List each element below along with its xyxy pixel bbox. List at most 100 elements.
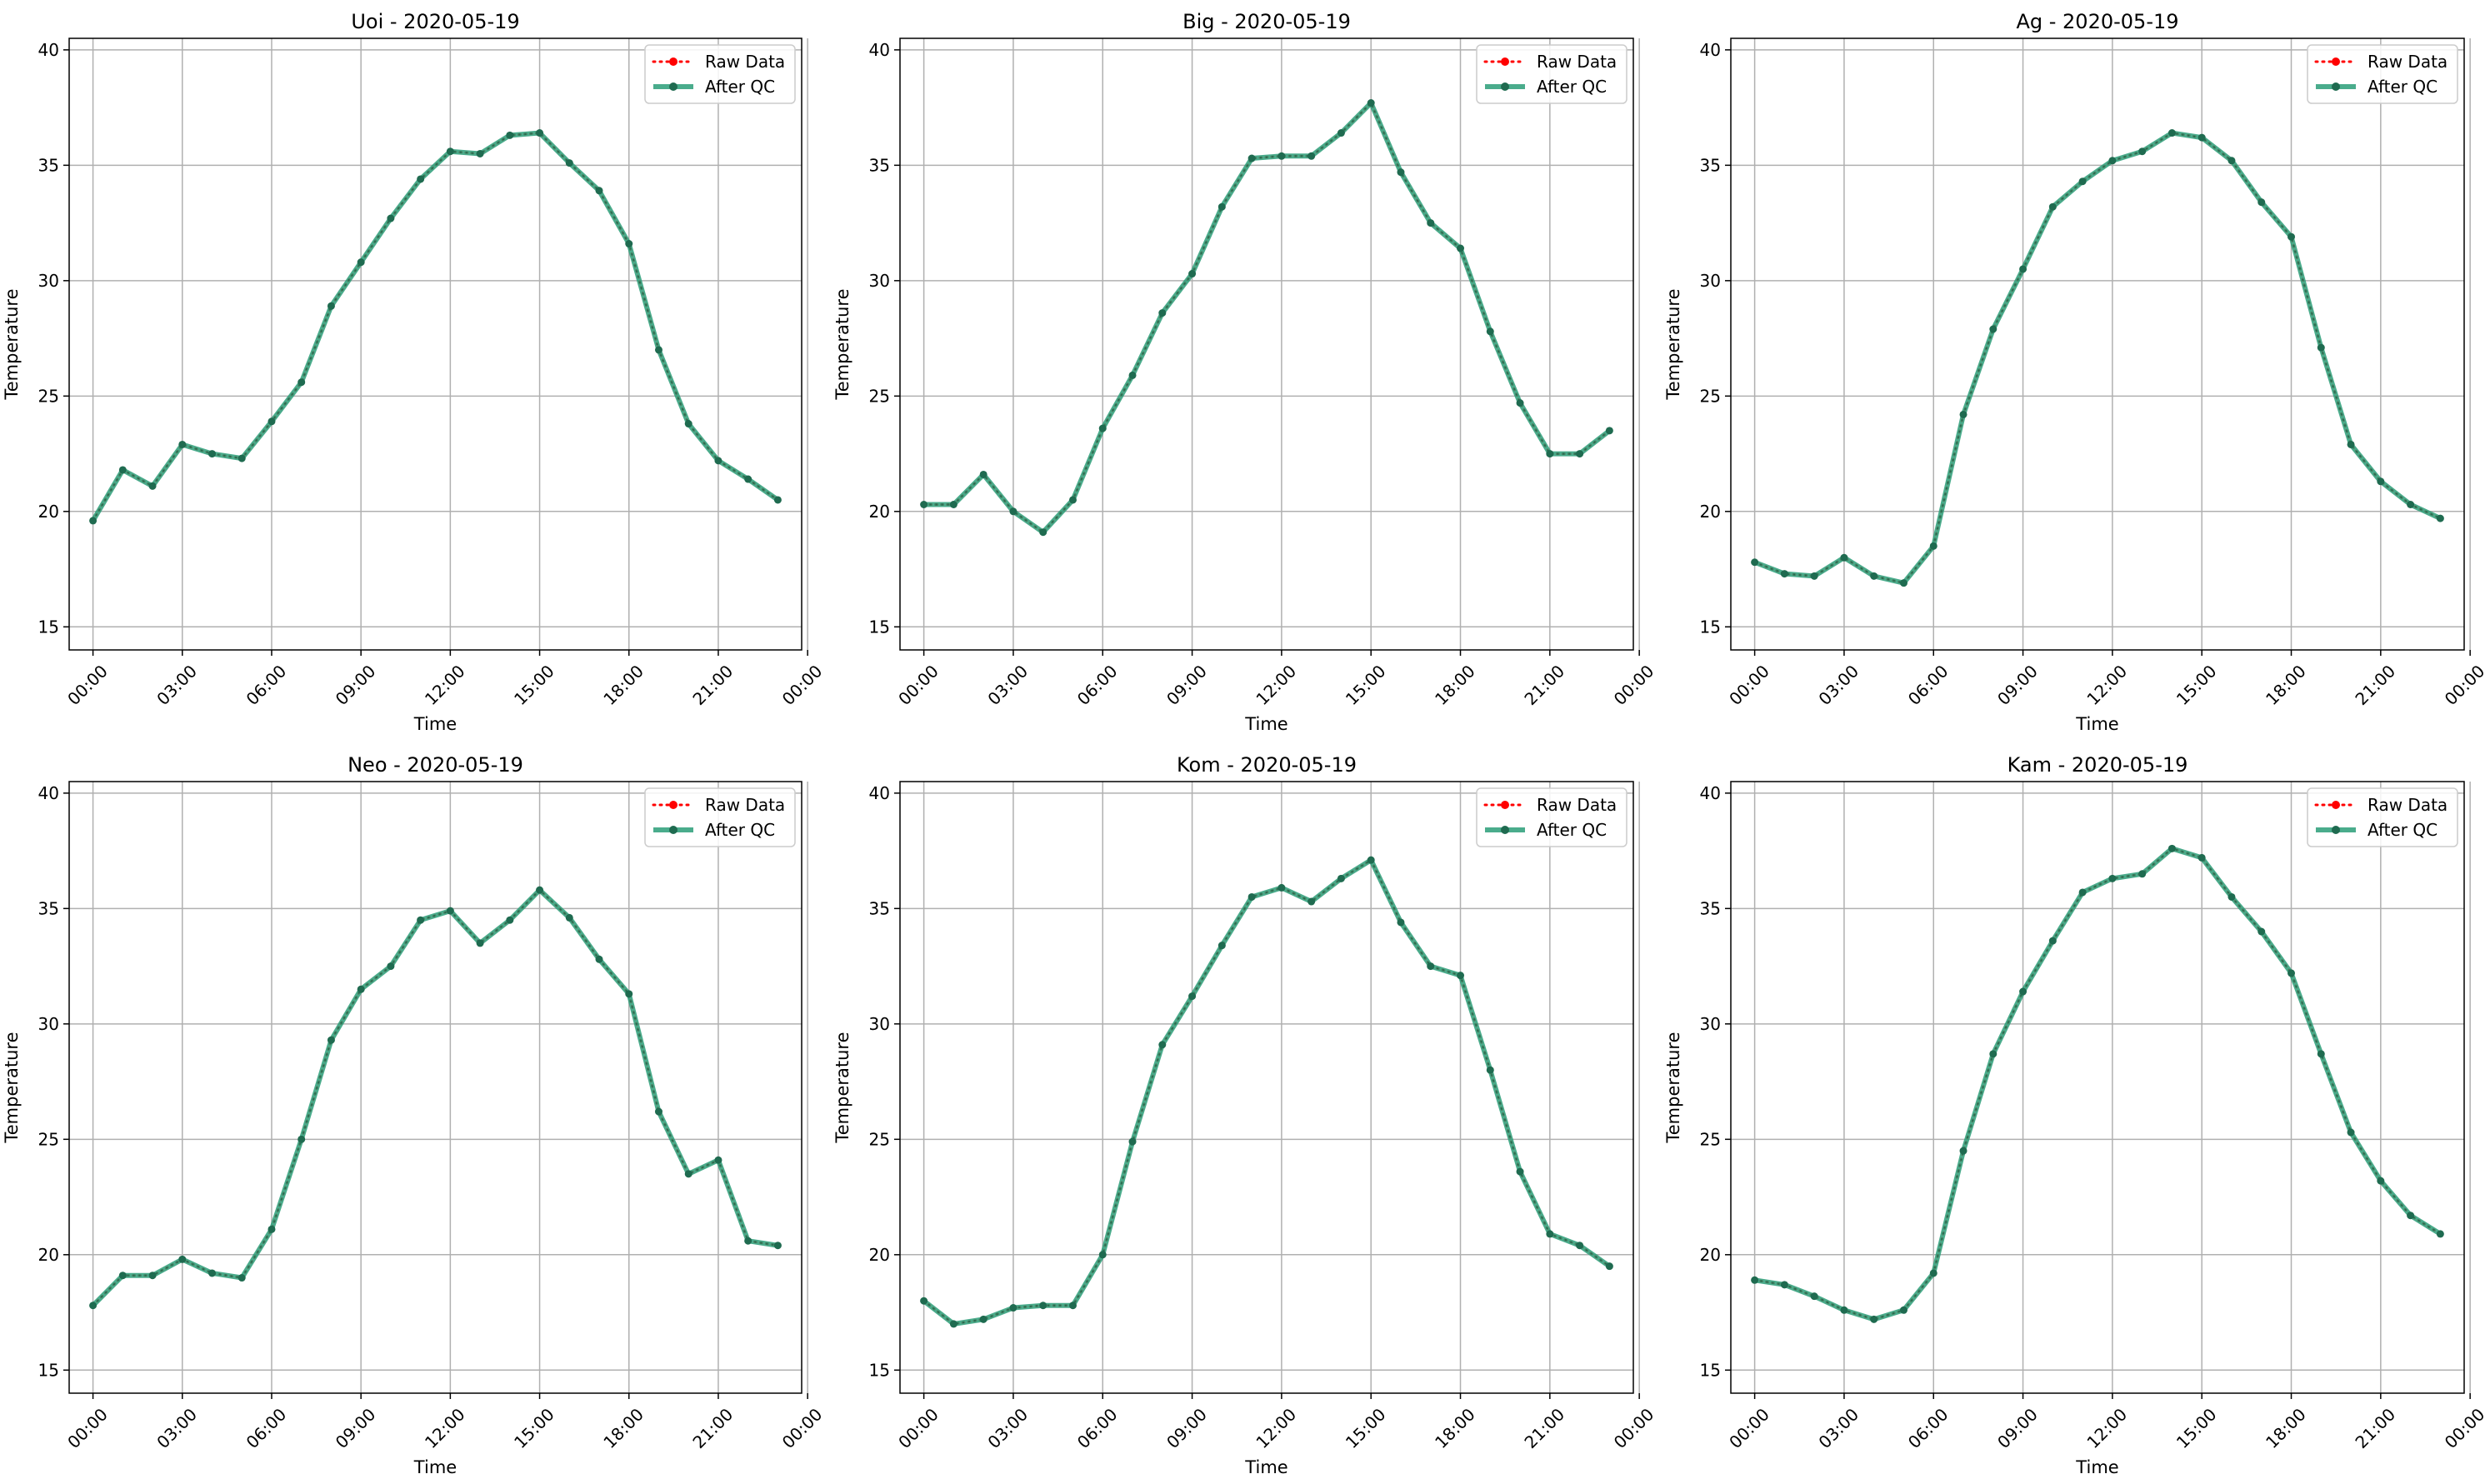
x-axis-label: Time [413, 1457, 457, 1477]
data-point [506, 131, 514, 139]
data-point [1899, 579, 1908, 587]
y-tick-label: 25 [1700, 386, 1721, 406]
x-tick-label: 15:00 [510, 1404, 558, 1452]
chart-panel-4: 15 20 25 30 35 40 00:00 03:00 06:00 09:00 12:00 15:… [832, 753, 1658, 1477]
legend-raw-marker [1501, 801, 1509, 809]
y-axis-label: Temperature [832, 288, 852, 400]
x-tick-label: 06:00 [1073, 661, 1122, 709]
y-tick-label: 30 [38, 271, 59, 291]
x-tick-label: 03:00 [1814, 661, 1862, 709]
data-point [2436, 1230, 2444, 1238]
x-tick-label: 00:00 [63, 1404, 112, 1452]
data-point [536, 886, 544, 894]
qc-overlay-dots [1754, 847, 2441, 1321]
data-point [2019, 265, 2028, 273]
data-point [1870, 1315, 1878, 1323]
y-tick-label: 40 [1700, 40, 1721, 60]
data-point [1457, 972, 1465, 980]
y-tick-label: 35 [38, 155, 59, 175]
after-qc-line [91, 887, 778, 1307]
axes-frame [68, 37, 802, 651]
data-point [1810, 1292, 1818, 1301]
x-tick-label: 21:00 [2351, 1404, 2399, 1452]
legend-qc-marker [2332, 82, 2340, 91]
after-qc-line [90, 130, 780, 522]
data-point [1009, 507, 1018, 516]
data-point [1367, 856, 1375, 864]
chart-panel-1: 15 20 25 30 35 40 00:00 03:00 06:00 09:00 12:00 15:… [832, 10, 1658, 734]
data-point [208, 450, 217, 458]
data-point [238, 1274, 246, 1282]
data-point [1546, 450, 1554, 458]
data-point [2347, 440, 2355, 448]
data-point [2377, 1177, 2385, 1185]
data-point [2198, 853, 2206, 862]
chart-panel-0: 15 20 25 30 35 40 00:00 03:00 06:00 09:00 12:00 15:… [2, 10, 826, 734]
data-point [1068, 496, 1077, 504]
legend-qc-marker [669, 826, 678, 834]
data-point [654, 346, 662, 354]
x-tick-label: 18:00 [1431, 1404, 1479, 1452]
x-tick-label: 12:00 [421, 661, 469, 709]
data-point [2019, 987, 2028, 996]
y-axis-label: Temperature [1663, 1032, 1683, 1143]
data-point [1128, 1137, 1137, 1146]
x-tick-label: 12:00 [421, 1404, 469, 1452]
legend-qc-label: After QC [2368, 820, 2438, 840]
data-point [2048, 937, 2057, 945]
y-tick-label: 40 [38, 783, 59, 803]
y-axis-label: Temperature [1663, 288, 1683, 400]
x-tick-label: 15:00 [2172, 1404, 2221, 1452]
data-point [1278, 152, 1286, 160]
chart-panel-5: 15 20 25 30 35 40 00:00 03:00 06:00 09:00 12:00 15:… [1663, 753, 2485, 1477]
raw-data-line [92, 132, 779, 522]
data-point [654, 1107, 662, 1116]
data-point [1337, 874, 1345, 882]
data-point [417, 175, 425, 183]
x-axis-label: Time [2075, 1457, 2118, 1477]
data-point [1009, 1304, 1018, 1312]
data-point [1397, 168, 1405, 177]
data-point [357, 258, 365, 267]
data-point [1780, 1281, 1788, 1289]
data-point [714, 1156, 722, 1164]
data-point [1367, 99, 1375, 107]
data-point [118, 1272, 127, 1280]
y-tick-label: 35 [38, 898, 59, 918]
data-point [1516, 399, 1524, 407]
data-point [476, 149, 484, 157]
x-tick-label: 00:00 [778, 1404, 827, 1452]
data-point [1605, 427, 1613, 435]
data-point [1218, 942, 1226, 950]
y-axis-label: Temperature [832, 1032, 852, 1143]
y-tick-label: 15 [1700, 1360, 1721, 1380]
data-point [2168, 844, 2176, 852]
data-point [2168, 129, 2176, 137]
x-axis-label: Time [2075, 714, 2118, 734]
x-tick-label: 00:00 [1610, 1404, 1658, 1452]
x-tick-label: 18:00 [2262, 1404, 2310, 1452]
data-point [2078, 888, 2087, 897]
x-tick-label: 18:00 [2262, 661, 2310, 709]
x-tick-label: 03:00 [152, 661, 201, 709]
legend-raw-marker [669, 57, 678, 66]
data-point [565, 913, 573, 922]
data-point [148, 1272, 157, 1280]
y-tick-label: 15 [38, 617, 59, 637]
data-point [2407, 501, 2415, 509]
x-tick-label: 09:00 [332, 661, 380, 709]
data-point [920, 501, 928, 509]
x-tick-label: 03:00 [1814, 1404, 1862, 1452]
data-point [1188, 992, 1197, 1001]
x-tick-label: 00:00 [894, 1404, 942, 1452]
data-point [2258, 927, 2266, 936]
data-point [446, 147, 454, 156]
x-tick-label: 12:00 [1252, 661, 1300, 709]
after-qc-line [1753, 130, 2442, 586]
data-point [684, 1170, 692, 1178]
data-point [1039, 1302, 1048, 1310]
legend-raw-marker [1501, 57, 1509, 66]
data-point [506, 916, 514, 924]
legend: Raw Data After QC [644, 44, 796, 104]
x-tick-label: 09:00 [1162, 1404, 1211, 1452]
